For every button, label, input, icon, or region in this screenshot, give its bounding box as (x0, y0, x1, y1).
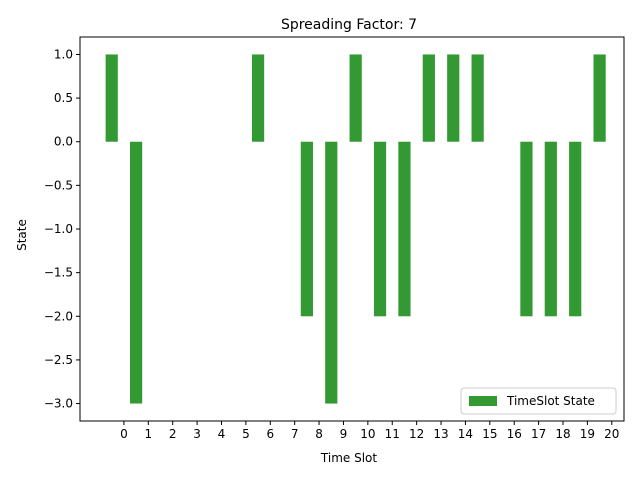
y-tick-label: 0.5 (54, 91, 73, 105)
y-tick-label: −2.5 (44, 353, 73, 367)
x-tick-label: 5 (242, 427, 250, 441)
bar (569, 141, 582, 317)
x-tick-label: 9 (340, 427, 348, 441)
bar (130, 141, 143, 404)
x-tick-label: 20 (604, 427, 619, 441)
x-tick-label: 19 (580, 427, 595, 441)
bar (300, 141, 313, 317)
bar (593, 54, 606, 142)
x-tick-label: 1 (144, 427, 152, 441)
y-tick-label: −3.0 (44, 397, 73, 411)
y-tick-label: 0.0 (54, 135, 73, 149)
x-tick-label: 7 (291, 427, 299, 441)
bar (544, 141, 557, 317)
x-axis: 0 1 2 3 4 5 6 7 8 9 10 11 12 13 14 15 16 17 18 19 20 (120, 421, 619, 441)
legend-box (460, 387, 617, 415)
bar (398, 141, 411, 317)
x-tick-label: 4 (218, 427, 226, 441)
bar (105, 54, 118, 142)
x-tick-label: 15 (482, 427, 497, 441)
bar (447, 54, 460, 142)
y-tick-label: 1.0 (54, 47, 73, 61)
x-tick-label: 0 (120, 427, 128, 441)
bar (520, 141, 533, 317)
y-tick-label: −2.0 (44, 309, 73, 323)
y-axis-label: State (15, 219, 29, 251)
bar (325, 141, 338, 404)
legend-label: TimeSlot State (506, 394, 595, 408)
bar (349, 54, 362, 142)
x-tick-label: 8 (315, 427, 323, 441)
x-tick-label: 18 (555, 427, 570, 441)
bar-series (105, 54, 606, 404)
x-tick-label: 17 (531, 427, 546, 441)
bar (373, 141, 387, 317)
x-tick-label: 11 (385, 427, 400, 441)
y-tick-label: −1.0 (44, 222, 73, 236)
x-tick-label: 16 (507, 427, 522, 441)
x-tick-label: 14 (458, 427, 473, 441)
x-tick-label: 12 (409, 427, 424, 441)
x-tick-label: 2 (169, 427, 177, 441)
y-tick-label: −1.5 (44, 266, 73, 280)
x-tick-label: 13 (433, 427, 448, 441)
bar (471, 54, 484, 142)
x-tick-label: 6 (266, 427, 274, 441)
bar (422, 54, 435, 142)
x-tick-label: 10 (360, 427, 375, 441)
chart-title: Spreading Factor: 7 (281, 17, 417, 33)
x-tick-label: 3 (193, 427, 201, 441)
y-tick-label: −0.5 (44, 178, 73, 192)
x-axis-label: Time Slot (320, 451, 377, 465)
legend-swatch (469, 396, 497, 406)
legend: TimeSlot State (460, 387, 617, 415)
y-axis: 1.0 0.5 0.0 −0.5 −1.0 −1.5 −2.0 −2.5 −3.0 (44, 47, 80, 411)
bar (251, 54, 265, 142)
